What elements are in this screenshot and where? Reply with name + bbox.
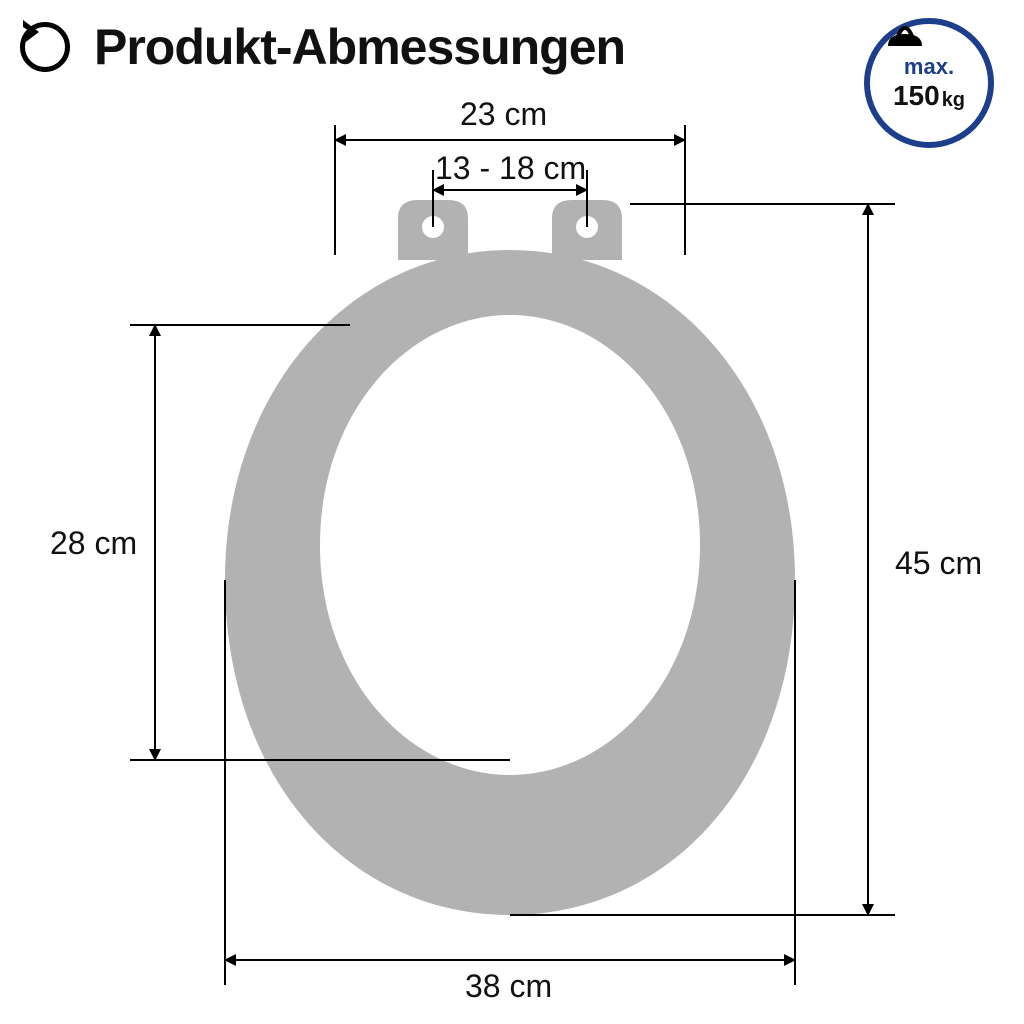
label-inner-height: 28 cm [50,525,137,562]
label-hinge-width: 23 cm [460,96,547,133]
label-outer-height: 45 cm [895,545,982,582]
label-outer-width: 38 cm [465,968,552,1005]
label-hole-spacing: 13 - 18 cm [435,150,586,187]
toilet-seat-shape [225,200,795,915]
